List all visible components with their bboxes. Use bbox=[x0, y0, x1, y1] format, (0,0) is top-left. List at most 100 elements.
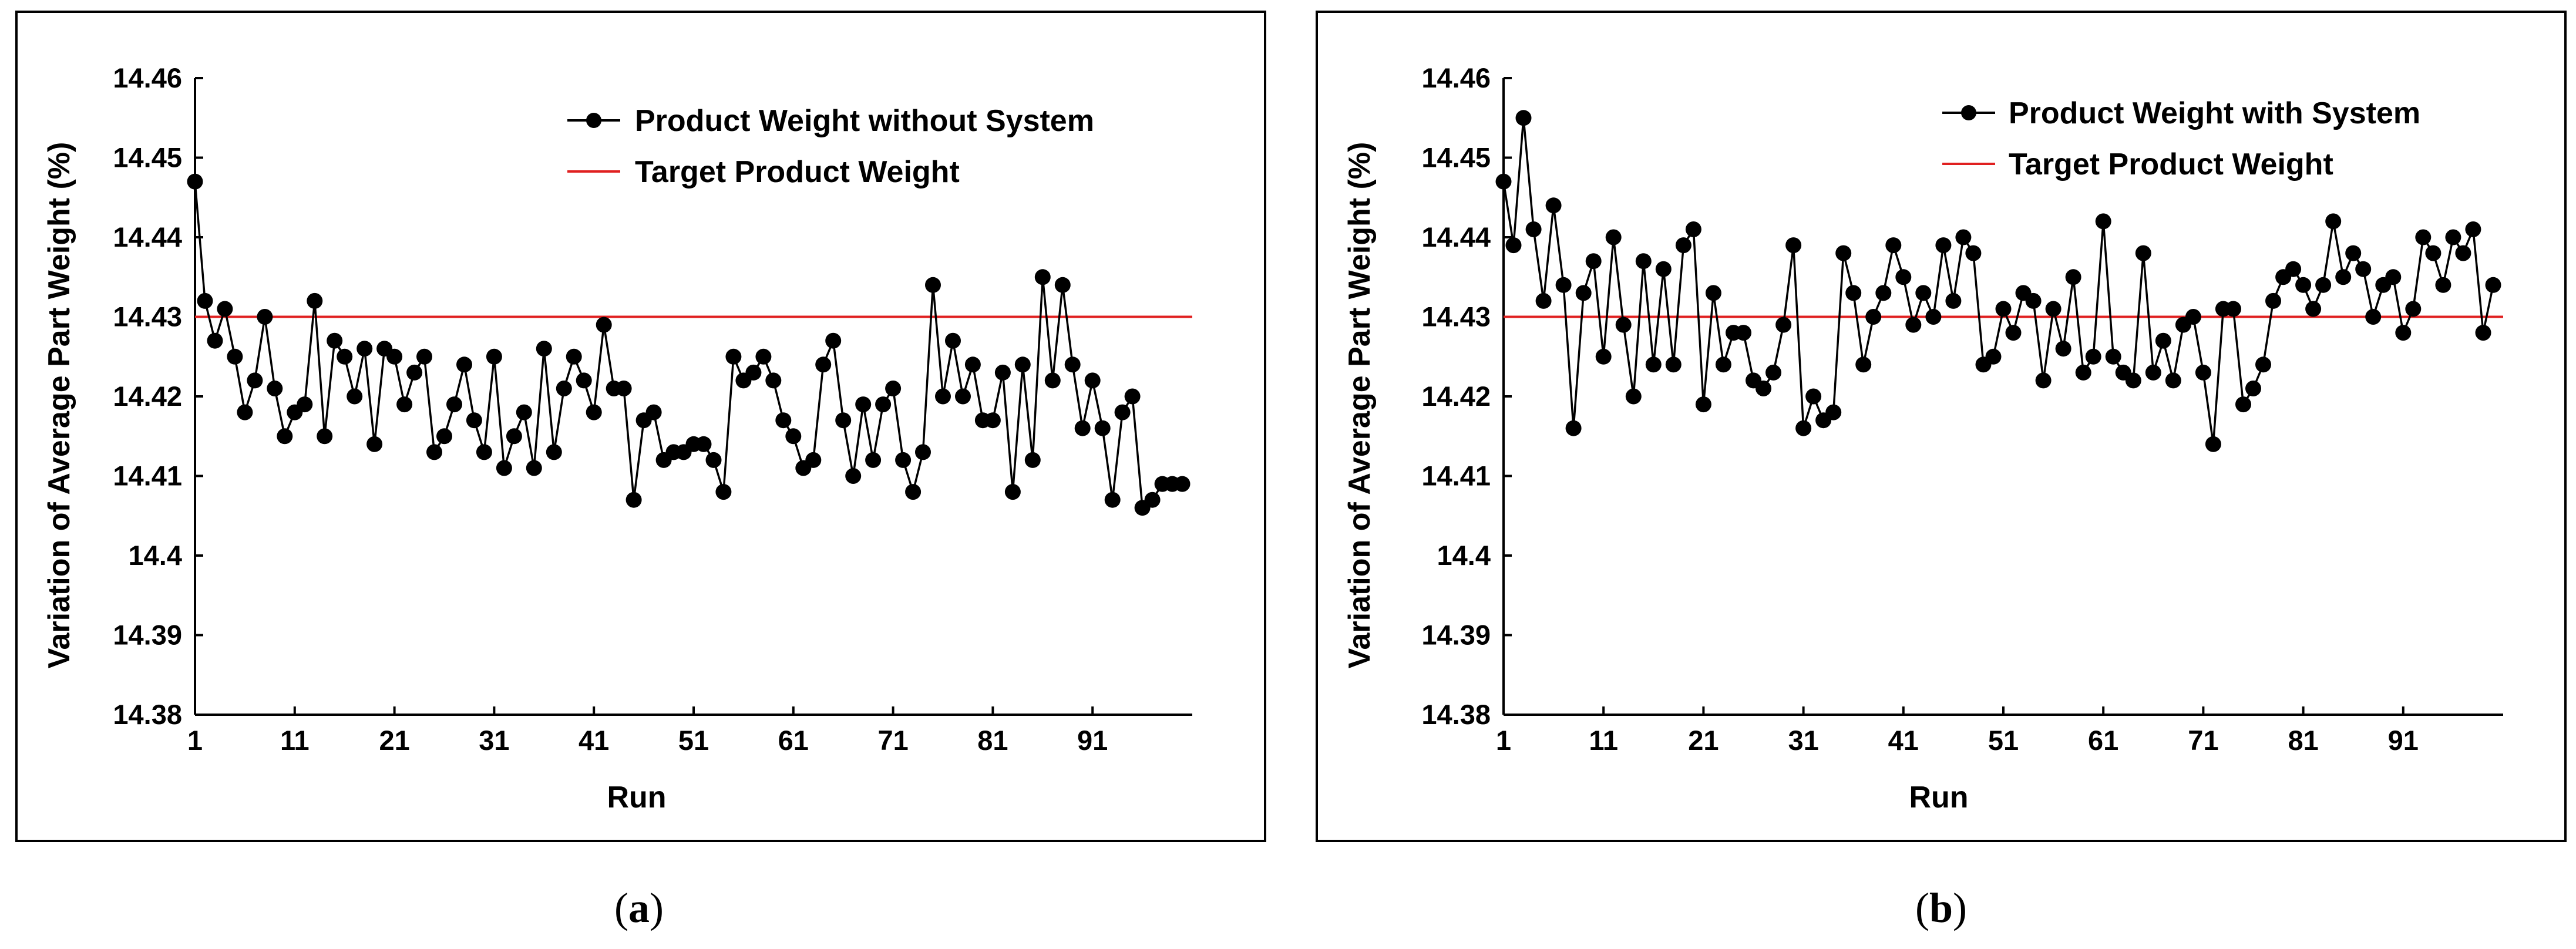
data-point bbox=[1965, 245, 1982, 261]
legend-label-target: Target Product Weight bbox=[2009, 147, 2333, 181]
legend-marker-dot bbox=[1961, 105, 1976, 120]
data-point bbox=[2235, 396, 2251, 413]
data-point bbox=[945, 332, 961, 349]
y-tick-label: 14.4 bbox=[129, 540, 182, 571]
data-point bbox=[1655, 261, 1672, 277]
data-point bbox=[1995, 301, 2012, 317]
x-tick-label: 21 bbox=[379, 725, 409, 756]
data-point bbox=[1505, 237, 1522, 254]
data-point bbox=[1064, 356, 1081, 373]
data-point bbox=[1535, 292, 1552, 309]
legend-label-target: Target Product Weight bbox=[635, 155, 960, 189]
x-tick-label: 81 bbox=[977, 725, 1008, 756]
x-tick-label: 41 bbox=[1888, 725, 1919, 756]
data-point bbox=[1024, 452, 1041, 468]
y-tick-label: 14.44 bbox=[1421, 221, 1491, 253]
data-point bbox=[625, 492, 642, 508]
data-point bbox=[925, 277, 941, 293]
data-point bbox=[775, 412, 792, 429]
legend-entry-series: Product Weight without System bbox=[567, 104, 1094, 138]
data-point bbox=[1756, 381, 1771, 396]
data-point bbox=[446, 396, 462, 413]
data-point bbox=[366, 436, 383, 452]
data-point bbox=[526, 460, 542, 476]
data-point bbox=[875, 396, 892, 413]
legend-entry-target: Target Product Weight bbox=[567, 155, 960, 189]
y-tick-label: 14.41 bbox=[113, 460, 182, 492]
data-point bbox=[1004, 484, 1021, 500]
data-point bbox=[1605, 229, 1622, 245]
data-point bbox=[2005, 325, 2022, 341]
data-point bbox=[2065, 269, 2081, 285]
data-point bbox=[2315, 277, 2332, 293]
data-point bbox=[1144, 492, 1161, 508]
data-point bbox=[865, 452, 882, 468]
data-point bbox=[895, 452, 912, 468]
data-point bbox=[2395, 325, 2412, 341]
data-point bbox=[307, 292, 323, 309]
data-point bbox=[1905, 317, 1922, 333]
panel-frame bbox=[1316, 11, 2567, 842]
x-tick-label: 81 bbox=[2288, 725, 2318, 756]
data-point bbox=[1585, 253, 1602, 270]
data-point bbox=[1014, 356, 1031, 373]
x-tick-label: 1 bbox=[187, 725, 203, 756]
x-tick-label: 11 bbox=[1589, 725, 1618, 756]
y-tick-label: 14.39 bbox=[1421, 620, 1491, 651]
y-tick-label: 14.38 bbox=[1421, 699, 1491, 730]
data-point bbox=[1575, 285, 1592, 301]
data-point bbox=[2295, 277, 2312, 293]
data-point bbox=[2265, 292, 2281, 309]
data-point bbox=[2045, 301, 2062, 317]
data-point bbox=[2465, 221, 2481, 237]
data-point bbox=[2435, 277, 2451, 293]
data-point bbox=[396, 396, 413, 413]
data-point bbox=[536, 341, 552, 357]
legend: Product Weight with System Target Produc… bbox=[1942, 96, 2420, 181]
data-point bbox=[2325, 213, 2342, 230]
y-tick-label: 14.42 bbox=[1421, 381, 1491, 412]
data-point bbox=[765, 372, 782, 389]
y-tick-label: 14.45 bbox=[1421, 142, 1491, 173]
caption-a-open: ( bbox=[614, 884, 628, 931]
y-tick-label: 14.45 bbox=[113, 142, 182, 173]
data-point bbox=[217, 301, 233, 317]
data-point bbox=[1615, 317, 1632, 333]
x-tick-label: 91 bbox=[1077, 725, 1108, 756]
data-point bbox=[327, 332, 343, 349]
data-point bbox=[855, 396, 872, 413]
series-line bbox=[1502, 117, 2494, 445]
data-point bbox=[456, 356, 472, 373]
data-point bbox=[1835, 245, 1852, 261]
data-point bbox=[347, 388, 363, 405]
legend-label-series: Product Weight without System bbox=[635, 104, 1094, 138]
data-point bbox=[984, 412, 1001, 429]
data-point bbox=[1625, 388, 1642, 405]
data-point bbox=[2155, 332, 2171, 349]
data-point bbox=[576, 372, 592, 389]
data-point bbox=[466, 412, 482, 429]
data-point bbox=[297, 396, 313, 413]
data-point bbox=[1845, 285, 1862, 301]
legend-entry-target: Target Product Weight bbox=[1942, 147, 2333, 181]
data-point bbox=[1565, 420, 1582, 436]
data-point bbox=[1775, 317, 1792, 333]
data-point bbox=[556, 381, 572, 396]
data-point bbox=[1715, 356, 1731, 373]
chart-panel-a: 14.46 14.45 14.44 14.43 14.42 14.41 14.4 14.39 1… bbox=[15, 11, 1266, 842]
data-point bbox=[725, 348, 742, 365]
data-point bbox=[1865, 309, 1882, 325]
data-point bbox=[2085, 348, 2101, 365]
data-point bbox=[1545, 197, 1562, 214]
data-point bbox=[1925, 309, 1942, 325]
caption-b-letter: b bbox=[1929, 884, 1953, 931]
data-point bbox=[845, 468, 862, 484]
data-point bbox=[227, 348, 243, 365]
data-point bbox=[715, 484, 732, 500]
data-point bbox=[2205, 436, 2221, 452]
data-point bbox=[1945, 292, 1962, 309]
data-point bbox=[695, 436, 712, 452]
data-point bbox=[815, 356, 832, 373]
y-tick-label: 14.46 bbox=[113, 62, 182, 93]
